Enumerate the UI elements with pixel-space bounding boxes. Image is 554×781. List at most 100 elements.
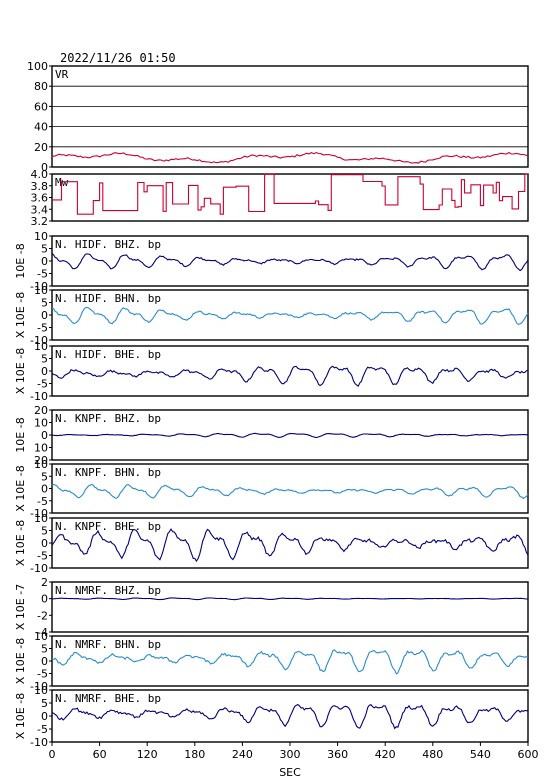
y-tick-label: -10 bbox=[30, 334, 48, 347]
y-tick-label: -10 bbox=[30, 562, 48, 575]
y-tick-label: 5 bbox=[41, 697, 48, 710]
y-tick-label: 60 bbox=[34, 100, 48, 113]
y-tick-label: 40 bbox=[34, 121, 48, 134]
panel-name: N. NMRF. BHZ. bp bbox=[55, 584, 161, 597]
panel-frame bbox=[51, 173, 529, 222]
y-tick-label: 3.4 bbox=[31, 203, 49, 216]
y-tick-label: 10 bbox=[34, 512, 48, 525]
y-tick-label: 3.6 bbox=[31, 192, 49, 205]
panel-name: N. HIDF. BHZ. bp bbox=[55, 238, 161, 251]
x-axis-label: SEC bbox=[279, 766, 301, 779]
series-line bbox=[51, 649, 529, 675]
y-tick-label: 5 bbox=[41, 470, 48, 483]
y-tick-label: 0 bbox=[41, 537, 48, 550]
y-tick-label: 10 bbox=[34, 230, 48, 243]
panel-0: 100 80 60 40 20 0 VR bbox=[27, 60, 529, 174]
x-tick-label: 480 bbox=[422, 748, 443, 761]
y-tick-label: 10 bbox=[34, 284, 48, 297]
panel-frame bbox=[51, 65, 529, 168]
y-tick-label: 5 bbox=[41, 297, 48, 310]
x-tick-label: 180 bbox=[184, 748, 205, 761]
y-tick-label: 10 bbox=[34, 684, 48, 697]
y-tick-label: 10 bbox=[34, 442, 48, 455]
y-tick-label: 0 bbox=[41, 710, 48, 723]
panel-name: N. KNPF. BHN. bp bbox=[55, 466, 161, 479]
y-unit-label: X 10E -8 bbox=[14, 693, 27, 739]
y-tick-label: 0 bbox=[41, 255, 48, 268]
series-line bbox=[51, 151, 529, 164]
y-tick-label: 2 bbox=[41, 576, 48, 589]
series-line bbox=[51, 528, 529, 563]
chart-title: 2022/11/26 01:50 bbox=[60, 51, 176, 65]
y-unit-label: X 10E -8 bbox=[14, 465, 27, 511]
y-tick-label: -5 bbox=[37, 723, 48, 736]
panel-name: N. KNPF. BHE. bp bbox=[55, 520, 161, 533]
y-unit-label: X 10E -8 bbox=[14, 348, 27, 394]
y-tick-label: -10 bbox=[30, 507, 48, 520]
y-tick-label: 20 bbox=[34, 141, 48, 154]
y-tick-label: 0 bbox=[41, 309, 48, 322]
x-tick-label: 600 bbox=[518, 748, 539, 761]
panel-1: 4.03.83.63.43.2Mw bbox=[31, 168, 529, 228]
y-unit-label: 10E -8 bbox=[14, 243, 27, 278]
x-tick-label: 0 bbox=[49, 748, 56, 761]
y-tick-label: 0 bbox=[41, 161, 48, 174]
x-tick-label: 120 bbox=[137, 748, 158, 761]
series-line bbox=[51, 483, 529, 500]
x-tick-label: 60 bbox=[93, 748, 107, 761]
y-unit-label: X 10E -8 bbox=[14, 520, 27, 566]
panel-name: N. NMRF. BHE. bp bbox=[55, 692, 161, 705]
series-line bbox=[51, 306, 529, 326]
y-tick-label: 5 bbox=[41, 353, 48, 366]
panel-name: N. NMRF. BHN. bp bbox=[55, 638, 161, 651]
y-tick-label: -5 bbox=[37, 378, 48, 391]
y-tick-label: 20 bbox=[34, 454, 48, 467]
y-tick-label: 4.0 bbox=[31, 168, 49, 181]
y-tick-label: 10 bbox=[34, 417, 48, 430]
series-line bbox=[51, 432, 529, 439]
y-tick-label: 0 bbox=[41, 429, 48, 442]
x-tick-label: 540 bbox=[470, 748, 491, 761]
panel-8: 2 0 -2 -4 X 10E -7 N. NMRF. BHZ. bp bbox=[14, 576, 529, 639]
series-line bbox=[51, 252, 529, 272]
y-tick-label: 10 bbox=[34, 630, 48, 643]
y-tick-label: -10 bbox=[30, 390, 48, 403]
y-tick-label: -10 bbox=[30, 280, 48, 293]
y-tick-label: 10 bbox=[34, 458, 48, 471]
y-tick-label: 0 bbox=[41, 593, 48, 606]
y-tick-label: 3.2 bbox=[31, 215, 49, 228]
series-line bbox=[51, 703, 529, 730]
y-unit-label: 10E -8 bbox=[14, 417, 27, 452]
panels: 100806040200VR4.03.83.63.43.2Mw1050-5-10… bbox=[14, 60, 529, 749]
y-unit-label: X 10E -8 bbox=[14, 292, 27, 338]
y-tick-label: -10 bbox=[30, 736, 48, 749]
y-tick-label: 0 bbox=[41, 483, 48, 496]
y-unit-label: X 10E -8 bbox=[14, 638, 27, 684]
x-axis: 0 60 120 180 240 300 360 420 480 540 600 bbox=[49, 742, 539, 761]
y-tick-label: -5 bbox=[37, 668, 48, 681]
y-tick-label: 5 bbox=[41, 643, 48, 656]
y-tick-label: 3.8 bbox=[31, 180, 49, 193]
panel-name: N. KNPF. BHZ. bp bbox=[55, 412, 161, 425]
y-tick-label: -5 bbox=[37, 268, 48, 281]
y-tick-label: 0 bbox=[41, 655, 48, 668]
y-unit-label: X 10E -7 bbox=[14, 584, 27, 630]
series-line bbox=[51, 597, 529, 601]
y-tick-label: 5 bbox=[41, 525, 48, 538]
panel-frame bbox=[51, 581, 529, 633]
x-tick-label: 360 bbox=[327, 748, 348, 761]
y-tick-label: 80 bbox=[34, 80, 48, 93]
panel-name: N. HIDF. BHN. bp bbox=[55, 292, 161, 305]
y-tick-label: 10 bbox=[34, 340, 48, 353]
y-tick-label: -4 bbox=[37, 626, 48, 639]
panel-name: N. HIDF. BHE. bp bbox=[55, 348, 161, 361]
y-tick-label: -5 bbox=[37, 322, 48, 335]
